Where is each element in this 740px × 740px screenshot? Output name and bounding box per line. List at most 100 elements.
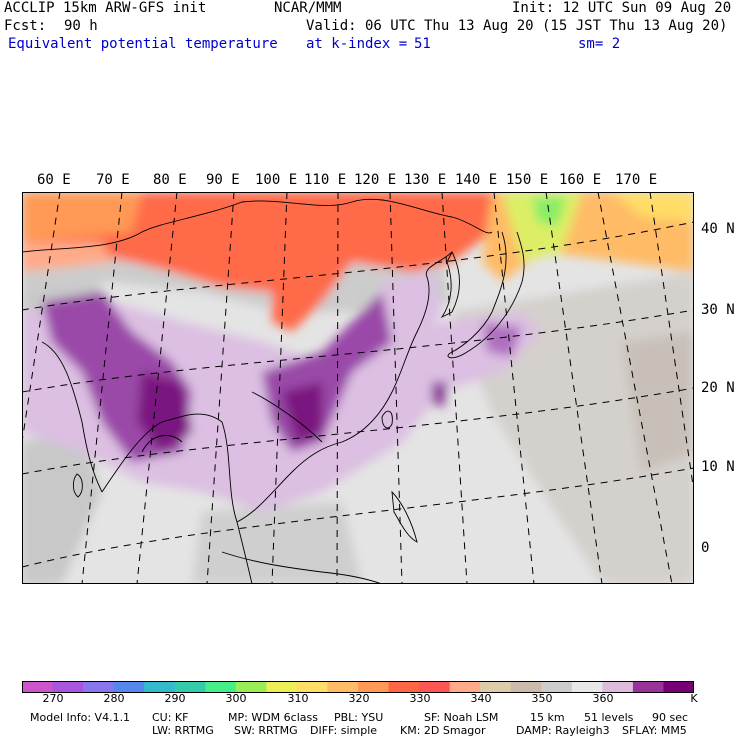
warm-red-north xyxy=(22,192,502,332)
lon-line-140 xyxy=(493,192,535,584)
lon-label: 80 E xyxy=(153,172,187,188)
colorbar-swatch xyxy=(571,681,603,693)
colorbar-tick-label: 360 xyxy=(592,692,614,705)
colorbar-swatch xyxy=(510,681,542,693)
colorbar-swatch xyxy=(419,681,451,693)
lon-label: 90 E xyxy=(206,172,240,188)
cu-scheme: CU: KF xyxy=(152,711,189,724)
fcst-label: Fcst: xyxy=(4,18,47,34)
km-scheme: KM: 2D Smagor xyxy=(400,724,486,737)
theta-e-map xyxy=(22,192,694,584)
lon-line-160 xyxy=(597,192,673,584)
colorbar-swatch xyxy=(632,681,664,693)
lon-line-90 xyxy=(206,192,235,584)
ocean-grey-south xyxy=(192,502,362,584)
graticule xyxy=(22,192,694,584)
lat-label: 40 N xyxy=(701,221,735,237)
colorbar-tick-label: 350 xyxy=(531,692,553,705)
lat-line-0 xyxy=(22,467,694,568)
colorbar-swatch xyxy=(602,681,634,693)
lon-label: 60 E xyxy=(37,172,71,188)
lon-label: 110 E xyxy=(304,172,347,188)
lat-label: 20 N xyxy=(701,380,735,396)
colorbar-swatch xyxy=(52,681,84,693)
colorbar-swatch xyxy=(480,681,512,693)
colorbar-swatch xyxy=(266,681,298,693)
pbl-scheme: PBL: YSU xyxy=(334,711,384,724)
lon-line-60 xyxy=(22,192,61,443)
colorbar-swatch xyxy=(327,681,359,693)
coast-china xyxy=(236,251,453,523)
colorbar-swatch xyxy=(22,681,54,693)
border-north xyxy=(22,198,493,253)
fcst-value: 90 h xyxy=(64,18,98,34)
colorbar-tick-label: 330 xyxy=(409,692,431,705)
purple-patch-pacific xyxy=(482,322,522,357)
lon-line-120 xyxy=(389,192,403,584)
resolution: 15 km xyxy=(530,711,565,724)
lw-scheme: LW: RRTMG xyxy=(152,724,214,737)
valid-time: Valid: 06 UTC Thu 13 Aug 20 (15 JST Thu … xyxy=(306,18,728,34)
border-burma xyxy=(141,435,183,453)
colorbar-frame xyxy=(22,681,694,693)
colorbar-swatch xyxy=(205,681,237,693)
colorbar-tick-label: 280 xyxy=(103,692,125,705)
lon-label: 160 E xyxy=(559,172,602,188)
sw-scheme: SW: RRTMG xyxy=(234,724,298,737)
lon-label: 140 E xyxy=(455,172,498,188)
lon-line-100 xyxy=(271,192,288,584)
coast-borneo xyxy=(221,551,383,584)
yellow-far-ne xyxy=(612,192,694,222)
colorbar-unit: K xyxy=(690,692,698,705)
lon-line-110 xyxy=(336,192,339,584)
level-value: 51 xyxy=(414,36,431,52)
smooth-label: sm= 2 xyxy=(578,36,621,52)
coast-philippines xyxy=(391,490,418,543)
colorbar-swatch xyxy=(83,681,115,693)
lon-label: 130 E xyxy=(404,172,447,188)
sf-scheme: SF: Noah LSM xyxy=(424,711,499,724)
colorbar-swatch xyxy=(235,681,267,693)
model-version: Model Info: V4.1.1 xyxy=(30,711,131,724)
coast-japan xyxy=(447,231,525,359)
model-title: ACCLIP 15km ARW-GFS init xyxy=(4,0,207,16)
coast-bay-indochina xyxy=(101,413,253,584)
diff-scheme: DIFF: simple xyxy=(310,724,378,737)
colorbar-swatch xyxy=(388,681,420,693)
coastlines xyxy=(22,198,525,584)
colorbar-swatch xyxy=(113,681,145,693)
lon-label: 100 E xyxy=(255,172,298,188)
lon-label: 120 E xyxy=(354,172,397,188)
colorbar-swatch xyxy=(296,681,328,693)
colorbar-tick-label: 310 xyxy=(287,692,309,705)
timestep: 90 sec xyxy=(652,711,689,724)
lon-line-150 xyxy=(545,192,603,584)
levels: 51 levels xyxy=(584,711,634,724)
lat-label: 30 N xyxy=(701,302,735,318)
colorbar-tick-label: 340 xyxy=(470,692,492,705)
damp-scheme: DAMP: Rayleigh3 xyxy=(516,724,610,737)
coast-sri-lanka xyxy=(72,473,83,498)
lon-line-170 xyxy=(649,192,694,493)
ocean-tan-pacific xyxy=(622,332,694,472)
colorbar-swatch xyxy=(541,681,573,693)
colorbar-tick-label: 270 xyxy=(42,692,64,705)
level-label: at k-index = xyxy=(306,36,408,52)
colorbar-swatch xyxy=(449,681,481,693)
coast-korea xyxy=(440,250,460,319)
colorbar-swatch xyxy=(174,681,206,693)
colorbar-tick-label: 290 xyxy=(164,692,186,705)
border-china-south xyxy=(251,391,323,443)
lon-label: 170 E xyxy=(615,172,658,188)
purple-patch-okinawa xyxy=(432,382,447,407)
lon-label: 70 E xyxy=(96,172,130,188)
colorbar-swatch xyxy=(358,681,390,693)
lat-label: 10 N xyxy=(701,459,735,475)
coast-taiwan xyxy=(381,410,393,429)
sflay-scheme: SFLAY: MM5 xyxy=(622,724,687,737)
lat-line-30 xyxy=(22,221,694,311)
lat-line-20 xyxy=(22,309,694,393)
lon-label: 150 E xyxy=(506,172,549,188)
colorbar-tick-label: 320 xyxy=(348,692,370,705)
field-name: Equivalent potential temperature xyxy=(8,36,278,52)
